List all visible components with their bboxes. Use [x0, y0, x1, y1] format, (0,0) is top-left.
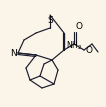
Text: S: S	[47, 16, 53, 25]
Text: NH$_2$: NH$_2$	[66, 39, 82, 51]
Text: N: N	[10, 48, 17, 57]
Text: O: O	[85, 45, 92, 54]
Text: O: O	[75, 22, 82, 31]
